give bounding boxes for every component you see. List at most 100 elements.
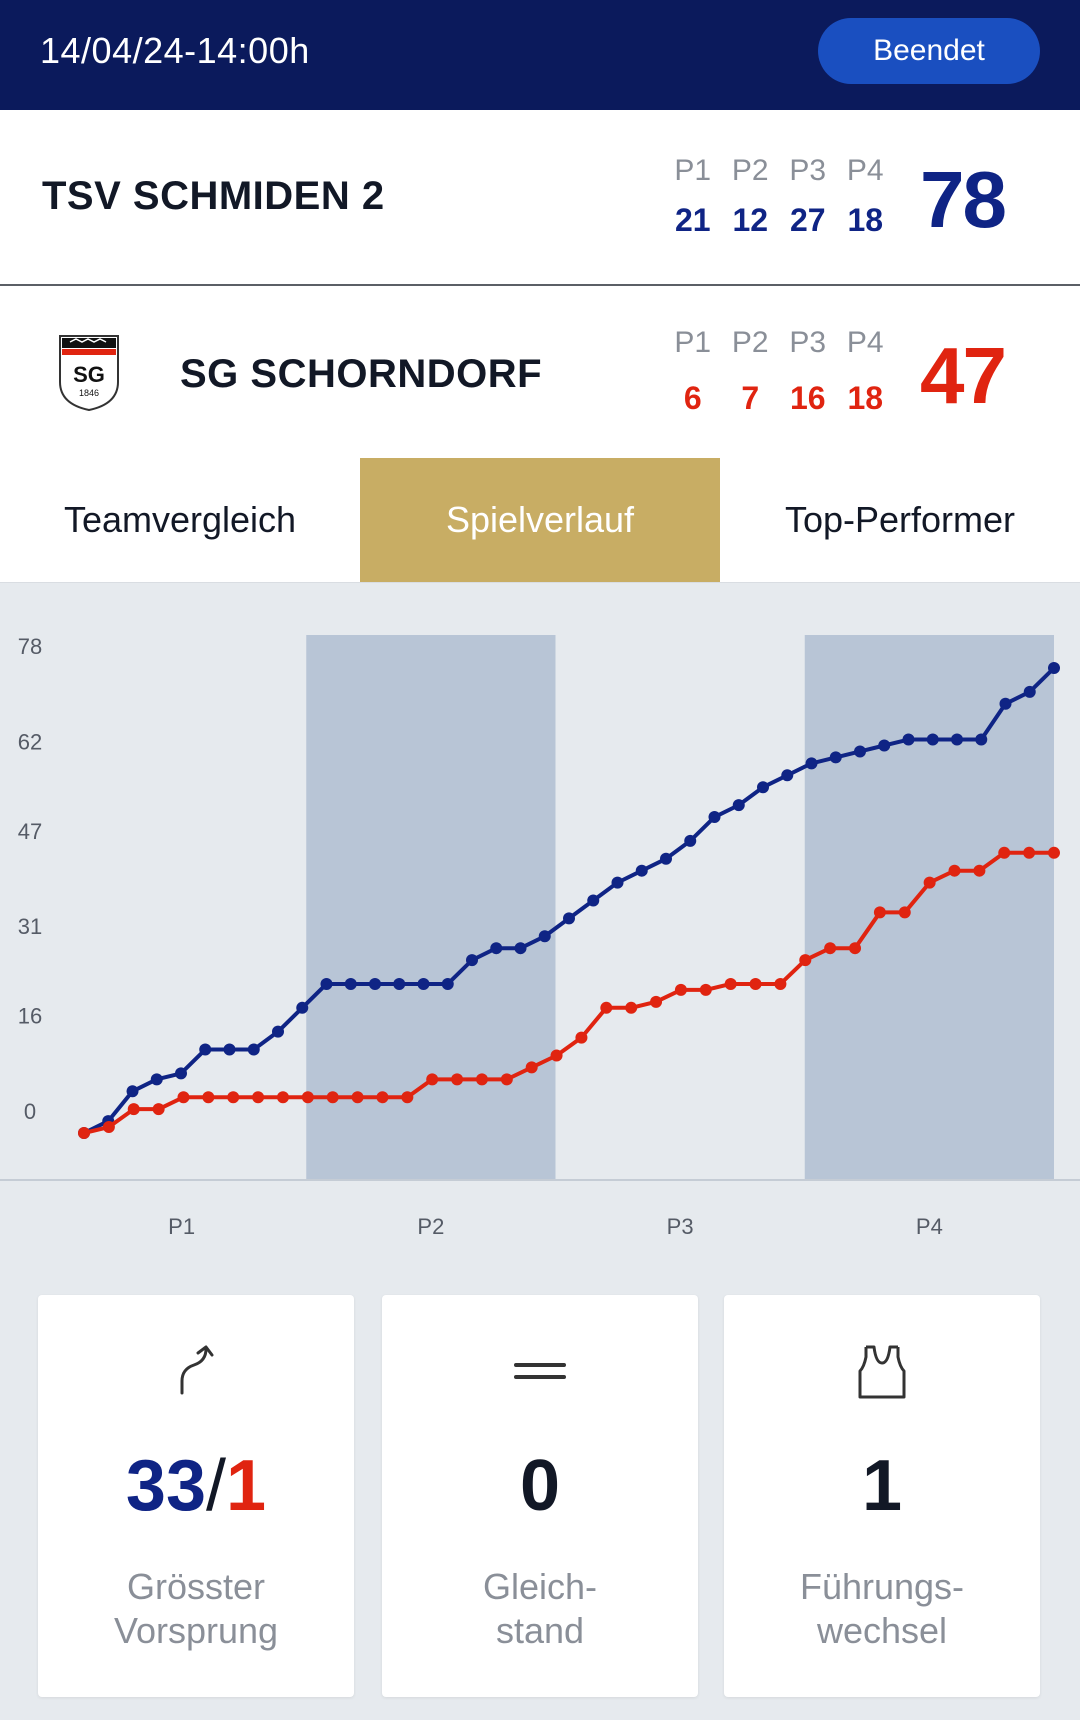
series-point-0 xyxy=(708,811,721,824)
tab-top-performer[interactable]: Top-Performer xyxy=(784,499,1016,540)
largest-lead-label: Grösster Vorsprung xyxy=(38,1565,354,1653)
team-name-away: SG SCHORNDORF xyxy=(180,352,543,396)
team-row-away: SG 1846 SG SCHORNDORF P1 P2 P3 P4 6 7 16… xyxy=(0,286,1080,459)
series-point-0 xyxy=(902,733,915,746)
ties-value: 0 xyxy=(519,1446,561,1526)
series-point-0 xyxy=(829,751,842,764)
series-point-0 xyxy=(441,977,454,990)
y-tick-label: 16 xyxy=(18,1004,42,1029)
lead-changes-value: 1 xyxy=(861,1446,903,1526)
x-tick-label: P1 xyxy=(168,1214,195,1239)
series-point-0 xyxy=(635,864,648,877)
series-point-0 xyxy=(757,781,769,794)
series-point-0 xyxy=(999,697,1012,710)
period-shade-p4 xyxy=(804,635,1054,1180)
series-point-0 xyxy=(781,769,794,782)
tab-spielverlauf[interactable]: Spielverlauf xyxy=(360,458,720,582)
series-point-1 xyxy=(998,846,1011,859)
x-tick-label: P3 xyxy=(667,1214,694,1239)
series-point-1 xyxy=(78,1127,90,1139)
series-point-0 xyxy=(466,954,478,967)
period-score: 7 xyxy=(741,380,760,416)
total-score-away: 47 xyxy=(920,331,1007,420)
period-score: 6 xyxy=(683,380,702,416)
series-point-0 xyxy=(272,1025,284,1038)
series-point-0 xyxy=(684,834,697,847)
series-point-1 xyxy=(799,954,812,967)
series-point-0 xyxy=(126,1085,139,1098)
tab-teamvergleich[interactable]: Teamvergleich xyxy=(63,499,297,540)
series-point-0 xyxy=(199,1043,212,1056)
stat-card-lead-changes: 1 Führungs- wechsel xyxy=(724,1295,1040,1697)
series-point-1 xyxy=(973,864,986,877)
series-point-1 xyxy=(550,1049,563,1062)
period-labels-away: P1 P2 P3 P4 xyxy=(664,326,894,360)
period-label: P3 xyxy=(789,154,827,187)
x-tick-label: P2 xyxy=(417,1214,444,1239)
series-point-0 xyxy=(393,977,406,990)
period-labels-home: P1 P2 P3 P4 xyxy=(664,154,894,188)
series-point-1 xyxy=(650,995,663,1008)
largest-lead-home: 33 xyxy=(125,1446,207,1526)
series-point-0 xyxy=(951,733,963,746)
label-line: Gleich- xyxy=(482,1566,598,1607)
series-point-0 xyxy=(538,930,551,943)
series-point-1 xyxy=(600,1001,613,1014)
series-point-1 xyxy=(451,1073,464,1086)
header-bar: 14/04/24-14:00h Beendet xyxy=(0,0,1080,110)
series-point-1 xyxy=(127,1103,140,1116)
series-point-1 xyxy=(1048,846,1060,859)
series-point-1 xyxy=(699,983,712,996)
series-point-1 xyxy=(376,1091,389,1104)
series-point-1 xyxy=(749,977,762,990)
series-point-1 xyxy=(301,1091,314,1104)
period-score: 21 xyxy=(674,202,711,238)
label-line: Vorsprung xyxy=(113,1610,279,1651)
x-tick-label: P4 xyxy=(916,1214,943,1239)
series-point-0 xyxy=(514,942,527,955)
label-line: Führungs- xyxy=(799,1566,965,1607)
series-point-1 xyxy=(152,1103,165,1116)
y-tick-label: 78 xyxy=(18,634,42,659)
team-name-home: TSV SCHMIDEN 2 xyxy=(42,174,385,218)
team-row-home: TSV SCHMIDEN 2 P1 P2 P3 P4 21 12 27 18 7… xyxy=(0,110,1080,286)
series-point-1 xyxy=(351,1091,364,1104)
period-scores-away: 6 7 16 18 xyxy=(664,380,894,417)
largest-lead-separator: / xyxy=(206,1446,227,1526)
series-point-1 xyxy=(252,1091,265,1104)
game-date: 14/04/24-14:00h xyxy=(40,30,310,71)
series-point-1 xyxy=(625,1001,638,1014)
series-point-1 xyxy=(102,1121,115,1134)
period-score: 18 xyxy=(847,380,884,416)
series-point-1 xyxy=(500,1073,513,1086)
period-label: P1 xyxy=(674,154,712,187)
period-score: 12 xyxy=(732,202,769,238)
series-point-1 xyxy=(948,864,961,877)
y-tick-label: 0 xyxy=(24,1099,36,1124)
series-point-0 xyxy=(587,894,600,907)
game-status-button[interactable]: Beendet xyxy=(818,18,1040,84)
series-point-0 xyxy=(369,977,381,990)
ties-label: Gleich- stand xyxy=(382,1565,698,1653)
series-point-1 xyxy=(227,1091,240,1104)
series-point-1 xyxy=(401,1091,414,1104)
series-point-0 xyxy=(150,1073,163,1086)
series-point-1 xyxy=(525,1061,538,1074)
series-point-1 xyxy=(475,1073,488,1086)
series-point-1 xyxy=(177,1091,190,1104)
stat-card-largest-lead: 33/1 Grösster Vorsprung xyxy=(38,1295,354,1697)
series-point-1 xyxy=(873,906,886,919)
label-line: Grösster xyxy=(126,1566,266,1607)
lead-changes-label: Führungs- wechsel xyxy=(724,1565,1040,1653)
series-point-0 xyxy=(490,942,503,955)
period-label: P4 xyxy=(846,154,884,187)
equals-icon xyxy=(514,1363,566,1379)
series-line-1 xyxy=(83,850,1054,1135)
series-point-0 xyxy=(926,733,939,746)
period-shade-p2 xyxy=(306,635,556,1180)
series-point-0 xyxy=(805,757,818,770)
period-scores-home: 21 12 27 18 xyxy=(664,202,894,239)
series-point-0 xyxy=(975,733,988,746)
series-point-1 xyxy=(674,983,687,996)
game-flow-svg: 78 62 47 31 16 0 P1 P2 P3 P4 xyxy=(0,634,1080,1239)
